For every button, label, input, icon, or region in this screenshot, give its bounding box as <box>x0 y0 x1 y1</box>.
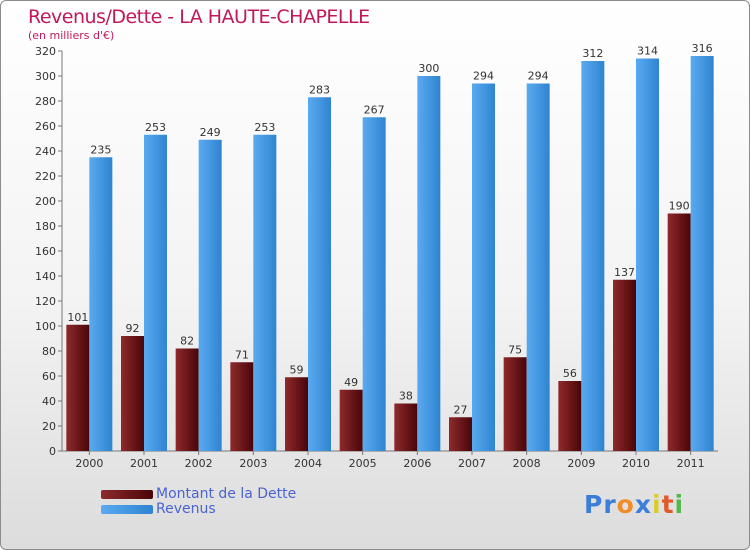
x-tick-label: 2002 <box>185 457 213 470</box>
bar-revenus <box>198 139 222 451</box>
legend-swatch-revenus <box>101 505 153 514</box>
bar-revenus <box>362 117 386 451</box>
data-label-revenus: 300 <box>418 62 439 75</box>
data-label-dette: 38 <box>399 390 413 403</box>
x-tick-label: 2008 <box>513 457 541 470</box>
y-tick-label: 180 <box>35 220 56 233</box>
data-label-dette: 59 <box>290 363 304 376</box>
chart-title: Revenus/Dette - LA HAUTE-CHAPELLE <box>28 6 370 28</box>
data-label-revenus: 294 <box>473 70 494 83</box>
y-tick-label: 120 <box>35 295 56 308</box>
x-tick-label: 2011 <box>677 457 705 470</box>
bar-dette <box>66 324 90 451</box>
logo-letter: t <box>661 490 675 519</box>
legend-label-revenus: Revenus <box>156 501 216 517</box>
data-label-revenus: 253 <box>145 121 166 134</box>
data-label-dette: 190 <box>669 200 690 213</box>
legend-swatch-dette <box>101 490 153 499</box>
logo-letter: i <box>674 490 685 519</box>
logo-letter: x <box>634 490 652 519</box>
bar-revenus <box>690 56 714 451</box>
x-tick-label: 2005 <box>349 457 377 470</box>
chart-subtitle: (en milliers d'€) <box>28 29 115 42</box>
bar-dette <box>613 279 636 451</box>
logo-letter: o <box>616 490 635 519</box>
bar-dette <box>175 348 199 451</box>
y-tick-label: 320 <box>35 45 56 58</box>
data-label-revenus: 253 <box>254 121 275 134</box>
data-label-revenus: 267 <box>364 103 385 116</box>
y-tick-label: 160 <box>35 245 56 258</box>
data-label-revenus: 312 <box>582 47 603 60</box>
data-label-revenus: 283 <box>309 83 330 96</box>
data-label-revenus: 235 <box>90 143 111 156</box>
y-tick-label: 100 <box>35 320 56 333</box>
bar-dette <box>394 403 418 451</box>
y-tick-label: 220 <box>35 170 56 183</box>
data-label-dette: 71 <box>235 348 249 361</box>
bar-dette <box>121 336 144 451</box>
bar-dette <box>449 417 472 451</box>
logo-letter: i <box>652 490 662 519</box>
logo-letter: P <box>584 490 604 519</box>
y-tick-label: 260 <box>35 120 56 133</box>
bar-dette <box>230 362 254 451</box>
bar-revenus <box>581 61 605 451</box>
data-label-dette: 82 <box>180 335 194 348</box>
data-label-dette: 27 <box>454 403 468 416</box>
x-tick-label: 2007 <box>458 457 486 470</box>
bar-dette <box>503 357 527 451</box>
proxiti-logo: Proxiti <box>584 490 684 519</box>
bar-revenus <box>636 58 659 451</box>
y-tick-label: 300 <box>35 70 56 83</box>
y-tick-label: 200 <box>35 195 56 208</box>
bar-revenus <box>144 134 167 451</box>
data-label-dette: 101 <box>67 311 88 324</box>
bar-dette <box>285 377 308 451</box>
data-label-revenus: 314 <box>637 45 658 58</box>
bar-revenus <box>472 83 495 451</box>
x-tick-label: 2003 <box>239 457 267 470</box>
bar-revenus <box>89 157 113 451</box>
bar-revenus <box>253 134 277 451</box>
y-tick-label: 60 <box>42 370 56 383</box>
x-tick-label: 2006 <box>403 457 431 470</box>
data-label-dette: 75 <box>508 343 522 356</box>
x-tick-label: 2001 <box>130 457 158 470</box>
data-label-revenus: 316 <box>692 42 713 55</box>
bar-revenus <box>308 97 331 451</box>
bar-dette <box>667 213 691 451</box>
y-tick-label: 20 <box>42 420 56 433</box>
y-tick-label: 280 <box>35 95 56 108</box>
y-tick-label: 140 <box>35 270 56 283</box>
data-label-dette: 92 <box>126 322 140 335</box>
x-tick-label: 2009 <box>567 457 595 470</box>
logo-letter: r <box>603 490 617 519</box>
data-label-dette: 137 <box>614 266 635 279</box>
y-tick-label: 40 <box>42 395 56 408</box>
data-label-dette: 49 <box>344 376 358 389</box>
bar-dette <box>339 389 363 451</box>
legend-label-dette: Montant de la Dette <box>156 486 297 502</box>
bar-dette <box>558 381 582 451</box>
y-tick-label: 0 <box>49 445 56 458</box>
x-tick-label: 2004 <box>294 457 322 470</box>
bar-revenus <box>526 83 550 451</box>
bar-revenus <box>417 76 441 451</box>
data-label-dette: 56 <box>563 367 577 380</box>
y-tick-label: 80 <box>42 345 56 358</box>
data-label-revenus: 294 <box>528 70 549 83</box>
data-label-revenus: 249 <box>200 126 221 139</box>
y-tick-label: 240 <box>35 145 56 158</box>
x-tick-label: 2000 <box>75 457 103 470</box>
x-tick-label: 2010 <box>622 457 650 470</box>
